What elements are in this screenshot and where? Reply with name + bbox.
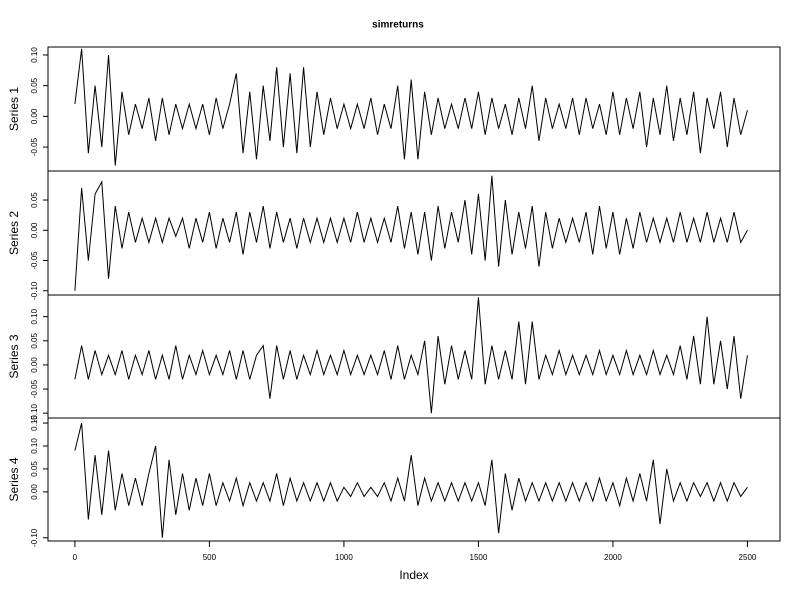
y-tick-label: -0.05 <box>30 137 39 156</box>
y-tick-label: 0.05 <box>30 461 39 477</box>
y-tick-label: 0.05 <box>30 77 39 93</box>
chart-title: simreturns <box>372 20 424 31</box>
y-axis-label: Series 3 <box>7 334 21 378</box>
x-tick-label: 0 <box>73 553 78 562</box>
y-axis-label: Series 1 <box>7 87 21 131</box>
y-tick-label: 0.05 <box>30 192 39 208</box>
panel-frame <box>47 417 781 542</box>
y-tick-label: 0.00 <box>30 108 39 124</box>
y-tick-label: -0.05 <box>30 251 39 270</box>
series-line <box>74 422 748 538</box>
x-tick-label: 2500 <box>739 553 757 562</box>
series-line <box>74 297 748 414</box>
y-tick-label: -0.10 <box>30 281 39 300</box>
y-tick-label: 0.00 <box>30 222 39 238</box>
y-tick-label: 0.15 <box>30 415 39 431</box>
y-tick-label: 0.10 <box>30 47 39 63</box>
y-tick-label: 0.10 <box>30 438 39 454</box>
x-tick-label: 500 <box>203 553 217 562</box>
y-tick-label: -0.10 <box>30 404 39 423</box>
y-tick-label: -0.10 <box>30 528 39 547</box>
series-line <box>74 175 748 291</box>
x-tick-label: 2000 <box>604 553 622 562</box>
y-axis-label: Series 2 <box>7 211 21 255</box>
x-tick-label: 1000 <box>335 553 353 562</box>
y-axis-label: Series 4 <box>7 457 21 501</box>
panel-frame <box>47 294 781 419</box>
y-tick-label: -0.05 <box>30 379 39 398</box>
y-tick-label: 0.00 <box>30 357 39 373</box>
y-tick-label: 0.05 <box>30 332 39 348</box>
y-tick-label: 0.10 <box>30 308 39 324</box>
y-tick-label: 0.00 <box>30 484 39 500</box>
x-tick-label: 1500 <box>470 553 488 562</box>
series-line <box>74 48 748 166</box>
x-axis-label: Index <box>399 568 428 582</box>
